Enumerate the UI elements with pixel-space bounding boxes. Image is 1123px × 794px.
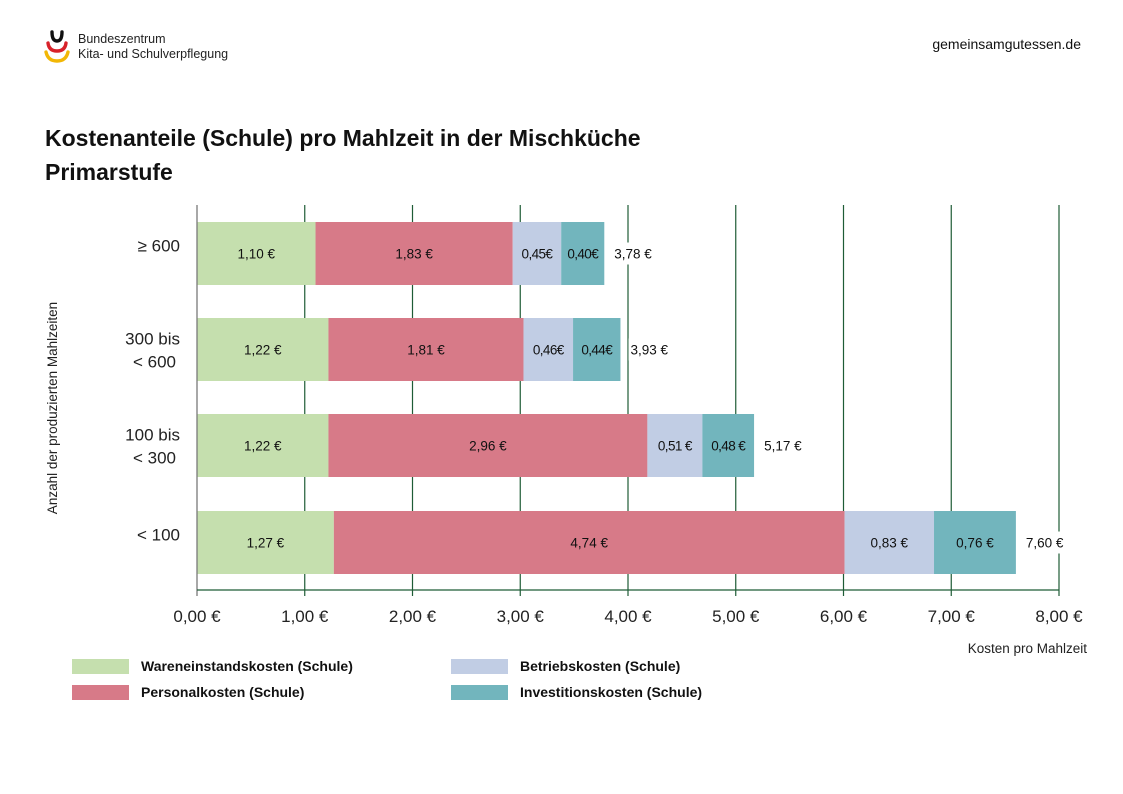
x-tick-label: 5,00 € — [712, 607, 760, 626]
bar-value-label: 0,76 € — [956, 536, 994, 551]
legend-item-investitionskosten: Investitionskosten (Schule) — [451, 684, 702, 700]
x-tick-label: 1,00 € — [281, 607, 329, 626]
organization-name-line2: Kita- und Schulverpflegung — [78, 47, 229, 61]
x-tick-label: 8,00 € — [1035, 607, 1083, 626]
y-tick-label: ≥ 600 — [138, 237, 180, 256]
bar-segment-betrieb — [647, 414, 703, 477]
y-tick-label: 100 bis — [125, 426, 180, 445]
bar-value-label: 4,74 € — [570, 536, 608, 551]
bar-segment-betrieb — [844, 511, 935, 574]
legend-item-betriebskosten: Betriebskosten (Schule) — [451, 658, 680, 674]
bzks-logo-icon — [44, 30, 70, 63]
bar-value-label: 0,45€ — [522, 247, 554, 262]
total-label-background — [762, 434, 811, 457]
bar-segment-personal — [328, 318, 524, 381]
bar-segment-investition — [561, 222, 605, 285]
chart-title: Kostenanteile (Schule) pro Mahlzeit in d… — [45, 121, 641, 189]
legend-item-personalkosten: Personalkosten (Schule) — [72, 684, 304, 700]
bar-segment-personal — [328, 414, 648, 477]
total-label-background — [1023, 531, 1072, 554]
chart-title-line2: Primarstufe — [45, 159, 173, 185]
legend-label: Betriebskosten (Schule) — [520, 658, 681, 674]
bar-segment-personal — [315, 222, 513, 285]
bar-total-label: 3,93 € — [630, 343, 668, 358]
bar-value-label: 0,46€ — [533, 343, 565, 358]
bar-segment-wareneinstand — [197, 511, 334, 574]
y-axis-title: Anzahl der produzierten Mahlzeiten — [45, 302, 60, 514]
x-tick-label: 4,00 € — [604, 607, 652, 626]
x-tick-label: 0,00 € — [173, 607, 221, 626]
legend-item-wareneinstandskosten: Wareneinstandskosten (Schule) — [72, 658, 353, 674]
bar-segment-personal — [333, 511, 845, 574]
total-label-background — [628, 338, 677, 361]
bar-value-label: 2,96 € — [469, 439, 507, 454]
legend-label: Wareneinstandskosten (Schule) — [141, 658, 353, 674]
bar-total-label: 7,60 € — [1026, 536, 1064, 551]
bar-value-label: 1,83 € — [395, 247, 433, 262]
y-tick-label: < 300 — [133, 449, 176, 468]
x-axis-title: Kosten pro Mahlzeit — [968, 641, 1088, 656]
chart-legend: Wareneinstandskosten (Schule) Personalko… — [72, 658, 772, 706]
bar-value-label: 1,22 € — [244, 343, 282, 358]
legend-swatch-investitionskosten — [451, 684, 508, 700]
y-tick-label: < 600 — [133, 353, 176, 372]
bar-segment-investition — [573, 318, 621, 381]
legend-swatch-wareneinstandskosten — [72, 658, 129, 674]
bar-segment-wareneinstand — [197, 318, 329, 381]
bar-value-label: 0,83 € — [871, 536, 909, 551]
x-tick-label: 6,00 € — [820, 607, 868, 626]
bar-segment-wareneinstand — [197, 414, 329, 477]
organization-name-line1: Bundeszentrum — [78, 32, 166, 46]
bar-value-label: 1,27 € — [247, 536, 285, 551]
axes: 0,00 € 1,00 € 2,00 € 3,00 € 4,00 € 5,00 € 6,00… — [125, 205, 1083, 626]
bar-segment-betrieb — [523, 318, 574, 381]
website-link[interactable]: gemeinsamgutessen.de — [932, 36, 1081, 52]
y-tick-label: 300 bis — [125, 330, 180, 349]
legend-swatch-betriebskosten — [451, 658, 508, 674]
bar-value-label: 0,40€ — [567, 247, 599, 262]
x-tick-label: 3,00 € — [497, 607, 545, 626]
bar-total-label: 3,78 € — [614, 247, 652, 262]
bar-total-label: 5,17 € — [764, 439, 802, 454]
bar-value-label: 1,81 € — [407, 343, 445, 358]
bar-segment-betrieb — [512, 222, 562, 285]
bar-value-label: 0,51 € — [658, 439, 693, 454]
bars: 1,10 € 1,83 € 0,45€ 0,40€ 3,78 € 1,22 € 1,81 €… — [197, 222, 1072, 574]
bar-segment-investition — [702, 414, 755, 477]
organization-name: Bundeszentrum Kita- und Schulverpflegung — [78, 32, 228, 62]
legend-swatch-personalkosten — [72, 684, 129, 700]
chart-title-line1: Kostenanteile (Schule) pro Mahlzeit in d… — [45, 125, 641, 151]
bar-value-label: 1,10 € — [237, 247, 275, 262]
bar-value-label: 1,22 € — [244, 439, 282, 454]
bar-value-label: 0,48 € — [711, 439, 746, 454]
x-tick-label: 7,00 € — [928, 607, 976, 626]
legend-label: Investitionskosten (Schule) — [520, 684, 703, 700]
legend-label: Personalkosten (Schule) — [141, 684, 305, 700]
bar-segment-wareneinstand — [197, 222, 316, 285]
bar-value-label: 0,44€ — [581, 343, 613, 358]
total-label-background — [612, 242, 661, 265]
x-tick-label: 2,00 € — [389, 607, 437, 626]
y-tick-label: < 100 — [137, 526, 180, 545]
bar-segment-investition — [934, 511, 1016, 574]
